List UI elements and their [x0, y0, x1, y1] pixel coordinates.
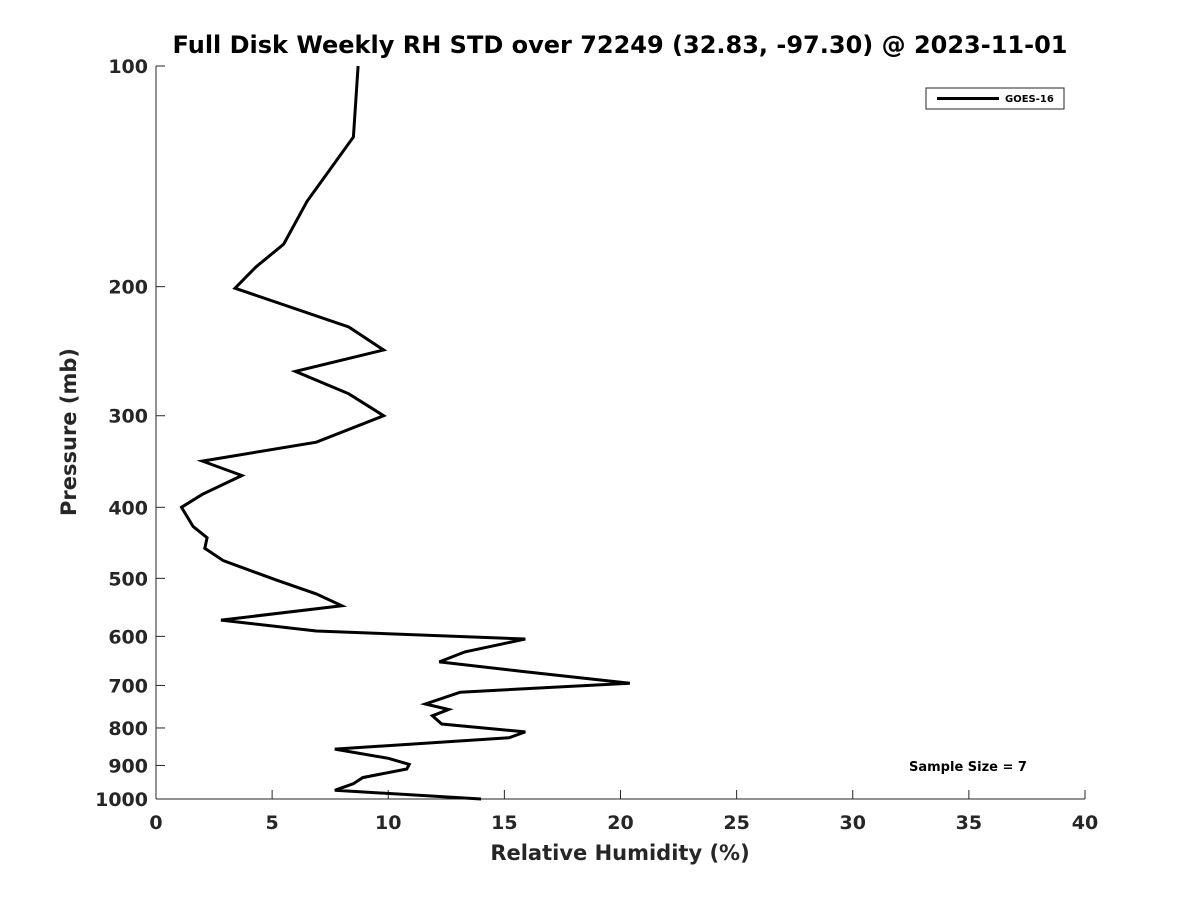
y-tick-label: 800 — [108, 718, 148, 740]
x-tick-label: 25 — [723, 812, 749, 834]
x-tick-label: 15 — [491, 812, 517, 834]
y-tick-label: 200 — [108, 277, 148, 299]
x-tick-label: 5 — [266, 812, 279, 834]
chart-title: Full Disk Weekly RH STD over 72249 (32.8… — [173, 31, 1068, 59]
y-tick-label: 400 — [108, 497, 148, 519]
legend-label-goes-16: GOES-16 — [1005, 94, 1054, 105]
y-ticks: 100 200 300 400 500 600 700 800 900 1000 — [95, 56, 165, 811]
y-tick-label: 300 — [108, 406, 148, 428]
y-axis-label: Pressure (mb) — [57, 348, 81, 516]
x-tick-label: 20 — [607, 812, 633, 834]
x-tick-label: 10 — [375, 812, 401, 834]
y-tick-label: 100 — [108, 56, 148, 78]
y-tick-label: 600 — [108, 626, 148, 648]
x-tick-label: 40 — [1072, 812, 1098, 834]
series-line-goes-16 — [179, 65, 630, 801]
series-layer — [179, 65, 630, 801]
y-tick-label: 700 — [108, 675, 148, 697]
sample-size-annotation: Sample Size = 7 — [909, 760, 1027, 775]
x-tick-label: 35 — [956, 812, 982, 834]
y-tick-label: 1000 — [95, 789, 148, 811]
x-tick-label: 30 — [840, 812, 866, 834]
x-axis-label: Relative Humidity (%) — [490, 841, 749, 865]
y-tick-label: 500 — [108, 568, 148, 590]
x-ticks: 0 5 10 15 20 25 30 35 40 — [149, 790, 1098, 834]
x-tick-label: 0 — [149, 812, 162, 834]
y-tick-label: 900 — [108, 755, 148, 777]
legend: GOES-16 — [925, 87, 1065, 110]
